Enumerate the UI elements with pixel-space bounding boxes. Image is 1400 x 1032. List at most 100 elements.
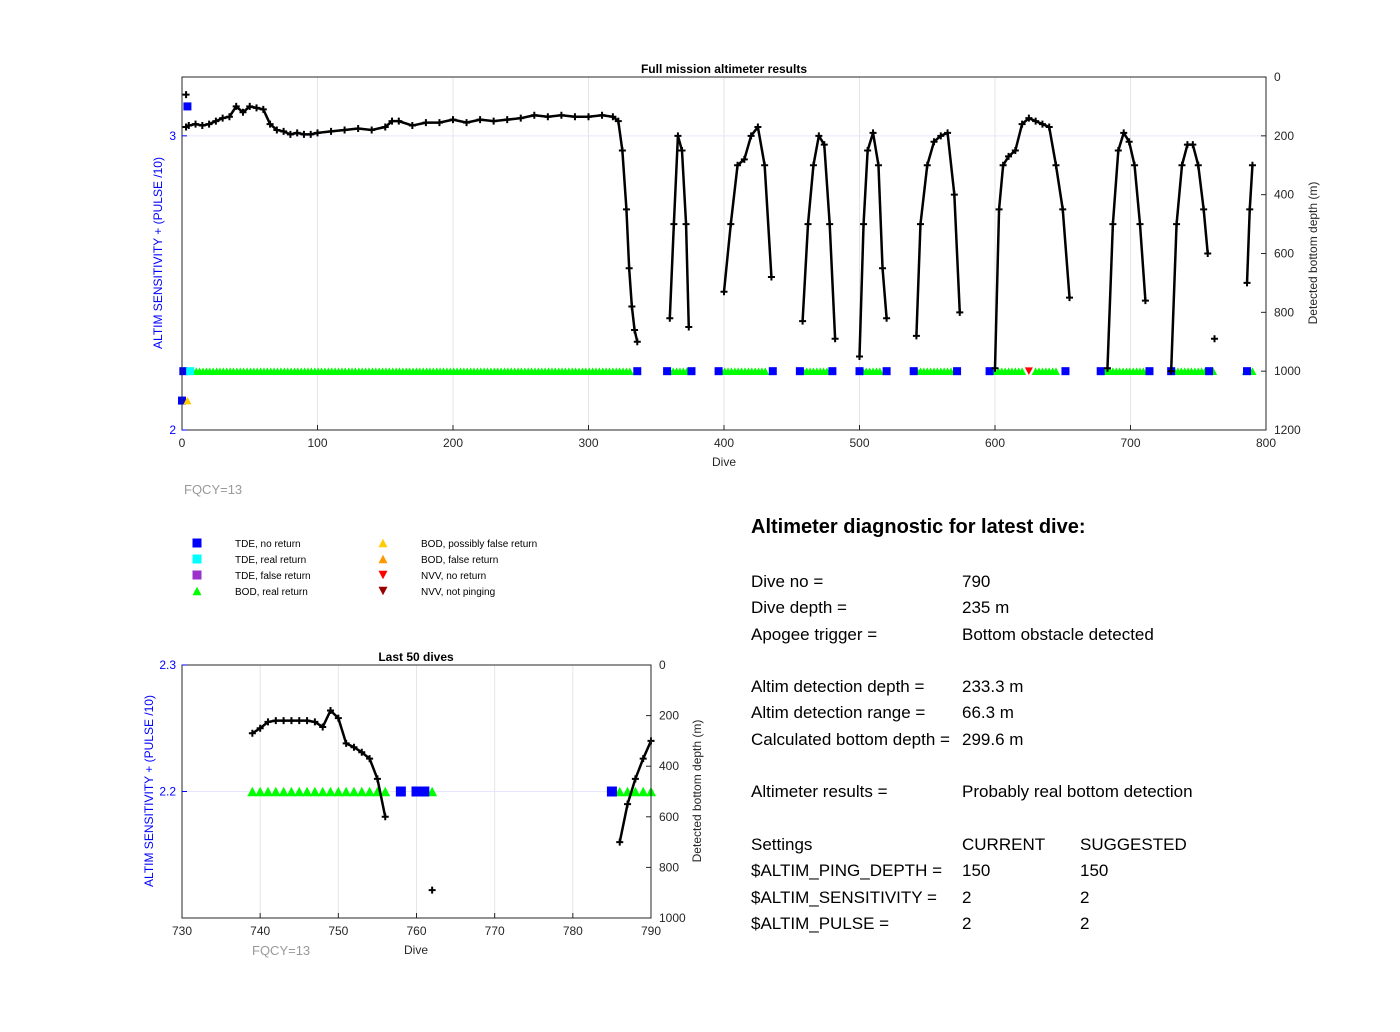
legend-marker xyxy=(378,538,388,548)
legend-marker xyxy=(192,570,202,580)
main-ticks: 0 100 200 300 400 500 600 700 800 2 3 0 200 400 600 800… xyxy=(169,70,1301,450)
bottom-depth-point xyxy=(1194,161,1202,169)
bottom-depth-point xyxy=(734,161,742,169)
bottom-depth-line xyxy=(668,134,691,328)
diag-row-apogee: Apogee trigger = Bottom obstacle detecte… xyxy=(751,622,1351,648)
x-tick-label: 730 xyxy=(172,924,192,938)
bottom-depth-point xyxy=(1248,161,1256,169)
bottom-depth-point xyxy=(682,220,690,228)
marker-nvv-no-return xyxy=(1024,367,1033,375)
marker-tde-no-return xyxy=(714,367,723,376)
bottom-depth-point xyxy=(266,120,274,128)
bottom-depth-point xyxy=(720,288,728,296)
bottom-depth-point xyxy=(685,323,693,331)
bottom-depth-point xyxy=(205,120,213,128)
marker-tde-no-return xyxy=(419,786,430,797)
diag-dive-no-value: 790 xyxy=(962,572,991,591)
legend-marker xyxy=(192,554,202,564)
bottom-depth-point xyxy=(503,116,511,124)
diag-calc-depth-value: 299.6 m xyxy=(962,729,1024,749)
y-right-tick-label: 1000 xyxy=(659,911,686,925)
bottom-depth-point xyxy=(864,147,872,155)
bottom-depth-point xyxy=(314,129,321,137)
bottom-depth-point xyxy=(1052,161,1060,169)
legend-label: TDE, real return xyxy=(235,555,306,566)
marker-bod-real-return xyxy=(325,786,336,797)
legend-marker xyxy=(378,586,388,596)
marker-tde-no-return xyxy=(687,367,696,376)
bottom-depth-point xyxy=(368,126,376,134)
bottom-depth-point xyxy=(334,714,342,722)
main-ylabel-left: ALTIM SENSITIVITY + (PULSE /10) xyxy=(151,157,165,349)
bottom-depth-point xyxy=(860,220,868,228)
bottom-depth-point xyxy=(219,114,227,122)
diag-row-pulse: $ALTIM_PULSE = 2 2 xyxy=(751,911,1351,937)
diagnostic-title: Altimeter diagnostic for latest dive: xyxy=(751,516,1086,538)
bottom-depth-point xyxy=(327,127,335,135)
bottom-depth-point xyxy=(1103,364,1111,372)
bottom-depth-point xyxy=(319,723,327,731)
legend-label: BOD, real return xyxy=(235,587,308,598)
bottom-depth-point xyxy=(1125,138,1133,146)
bottom-depth-point xyxy=(1167,367,1175,375)
bottom-depth-point xyxy=(670,220,678,228)
bottom-depth-point xyxy=(815,132,823,140)
marker-tde-no-return xyxy=(909,367,918,376)
legend: TDE, no return TDE, real return TDE, false… xyxy=(192,538,537,598)
legend-marker xyxy=(192,586,202,596)
bottom-depth-point xyxy=(1005,152,1013,160)
bottom-depth-point xyxy=(246,102,254,110)
diag-dive-depth-value: 235 m xyxy=(962,598,1010,618)
bottom-depth-point xyxy=(463,119,471,127)
marker-bod-real-return xyxy=(247,786,258,797)
marker-tde-no-return xyxy=(768,367,777,376)
bottom-depth-point xyxy=(678,147,686,155)
diag-pulse-label: $ALTIM_PULSE = xyxy=(751,913,890,933)
marker-bod-real-return xyxy=(427,786,438,797)
diag-pulse-current: 2 xyxy=(962,913,972,933)
y-left-tick-label: 2.2 xyxy=(159,785,176,799)
marker-bod-real-return xyxy=(309,786,320,797)
diag-row-calc-depth: Calculated bottom depth = 299.6 m xyxy=(751,727,1351,753)
bottom-depth-point xyxy=(449,116,457,124)
bottom-depth-point xyxy=(273,126,281,134)
diag-det-range-value: 66.3 m xyxy=(962,703,1014,723)
marker-bod-real-return xyxy=(614,786,625,797)
y-left-tick-label: 2 xyxy=(169,423,176,437)
marker-bod-real-return xyxy=(356,786,367,797)
bottom-depth-point xyxy=(1059,205,1067,213)
bottom-depth-point xyxy=(609,113,617,121)
bottom-depth-point xyxy=(944,129,952,137)
legend-label: BOD, possibly false return xyxy=(421,539,537,550)
bottom-depth-point xyxy=(874,161,882,169)
bottom-depth-point xyxy=(1136,220,1144,228)
bottom-depth-point xyxy=(1173,220,1181,228)
marker-bod-real-return xyxy=(270,786,281,797)
bottom-depth-point xyxy=(631,775,639,783)
main-depth-lines xyxy=(182,91,1256,375)
bottom-depth-point xyxy=(1011,147,1019,155)
marker-bod-real-return xyxy=(638,786,649,797)
bottom-depth-point xyxy=(272,717,280,725)
bottom-depth-point xyxy=(256,724,264,732)
bottom-depth-point xyxy=(991,364,999,372)
zoom-ticks: 730 740 750 760 770 780 790 2.2 2.3 0 200 400 600 800… xyxy=(159,658,686,938)
bottom-depth-point xyxy=(212,117,220,125)
bottom-depth-point xyxy=(995,205,1003,213)
bottom-depth-point xyxy=(633,338,641,346)
marker-tde-no-return xyxy=(953,367,962,376)
diag-ping-suggested: 150 xyxy=(1080,861,1109,881)
bottom-depth-point xyxy=(341,126,349,134)
bottom-depth-point xyxy=(809,161,817,169)
bottom-depth-point xyxy=(826,220,834,228)
bottom-depth-point xyxy=(239,108,247,116)
x-tick-label: 100 xyxy=(307,436,327,450)
y-right-tick-label: 800 xyxy=(659,860,679,874)
legend-label: BOD, false return xyxy=(421,555,498,566)
bottom-depth-point xyxy=(286,130,294,138)
bottom-depth-point xyxy=(1025,114,1033,122)
bottom-depth-point xyxy=(618,147,626,155)
marker-bod-real-return xyxy=(278,786,289,797)
diag-current-header: CURRENT xyxy=(962,834,1046,854)
marker-tde-no-return xyxy=(1145,367,1154,376)
